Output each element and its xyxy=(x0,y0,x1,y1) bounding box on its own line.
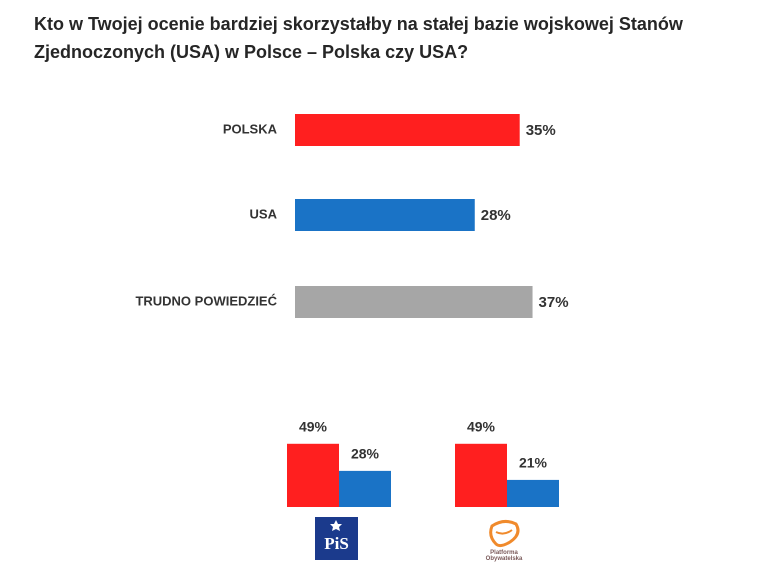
bar xyxy=(507,479,559,507)
pis-logo: PiS xyxy=(315,517,358,560)
chart-title: Kto w Twojej ocenie bardziej skorzystałb… xyxy=(34,14,683,62)
value-label: 37% xyxy=(539,294,569,311)
category-label: USA xyxy=(250,206,278,221)
bar xyxy=(295,286,533,318)
category-label: POLSKA xyxy=(223,121,278,136)
bar xyxy=(295,114,520,146)
bar xyxy=(287,443,339,507)
bar xyxy=(339,470,391,507)
po-logo xyxy=(489,519,520,548)
value-label: 28% xyxy=(481,207,511,224)
po-logo-text: Platforma Obywatelska xyxy=(485,550,523,562)
value-label: 49% xyxy=(299,418,328,434)
po-logo-smile xyxy=(495,529,513,535)
value-label: 35% xyxy=(526,122,556,139)
bar xyxy=(455,443,507,507)
value-label: 21% xyxy=(519,455,548,471)
pis-logo-text: PiS xyxy=(324,534,349,553)
value-label: 49% xyxy=(467,418,496,434)
pis-logo-star xyxy=(330,520,342,531)
category-label: TRUDNO POWIEDZIEĆ xyxy=(135,293,277,308)
value-label: 28% xyxy=(351,446,380,462)
bar xyxy=(295,199,475,231)
